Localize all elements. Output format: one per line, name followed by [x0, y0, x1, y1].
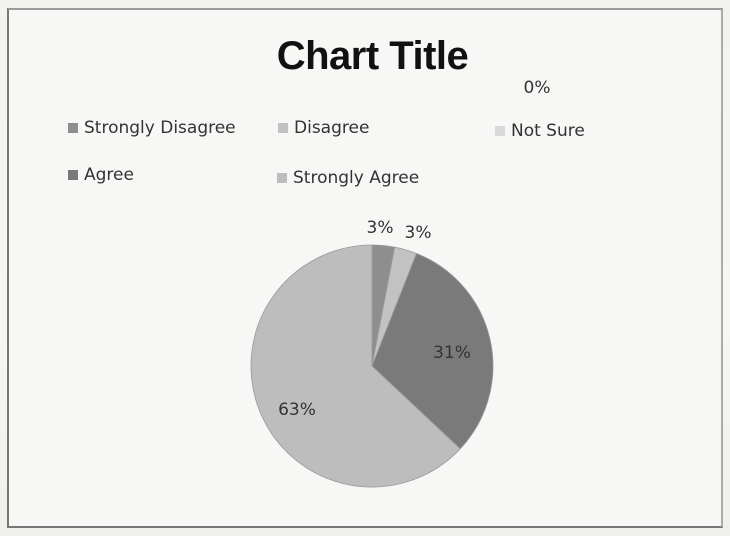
legend-entry-disagree: Disagree	[278, 118, 369, 138]
legend-entry-strongly-disagree: Strongly Disagree	[68, 118, 236, 138]
data-label-disagree: 3%	[405, 223, 432, 243]
legend-entry-strongly-agree: Strongly Agree	[277, 168, 419, 188]
data-label-strongly-agree: 63%	[278, 400, 316, 420]
legend-label: Agree	[84, 165, 134, 185]
pie-slice-agree	[371, 252, 494, 450]
legend-swatch	[68, 123, 78, 133]
legend-swatch	[277, 173, 287, 183]
legend-label: Strongly Disagree	[84, 118, 236, 138]
legend-label: Disagree	[294, 118, 370, 138]
legend-swatch	[68, 170, 78, 180]
legend-entry-agree: Agree	[68, 165, 134, 185]
legend-label: Strongly Agree	[293, 168, 420, 188]
data-label-agree: 31%	[433, 343, 471, 363]
data-label-strongly-disagree: 3%	[367, 218, 394, 238]
pie-slice-strongly-agree	[250, 244, 461, 488]
data-label-not-sure: 0%	[524, 78, 551, 98]
legend-entry-not-sure: Not Sure	[495, 121, 585, 141]
legend-label: Not Sure	[511, 121, 585, 141]
chart-title: Chart Title	[276, 34, 469, 78]
legend-swatch	[495, 126, 505, 136]
legend-swatch	[278, 123, 288, 133]
